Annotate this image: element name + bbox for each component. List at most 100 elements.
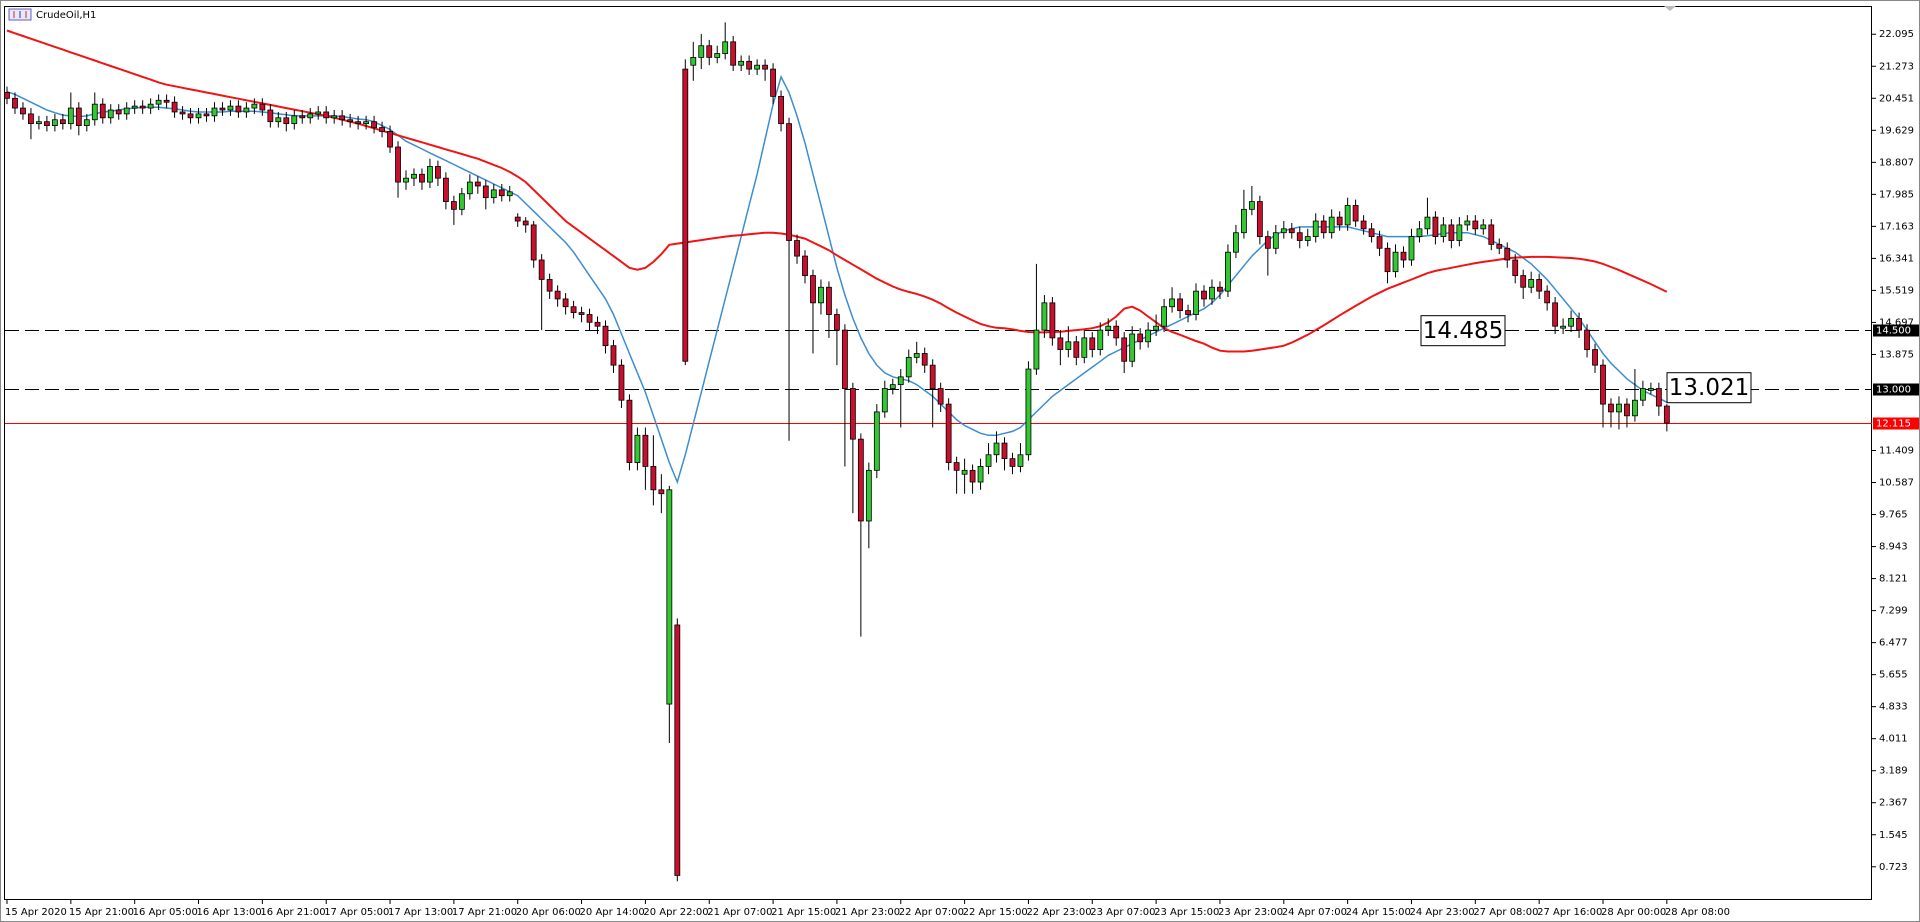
candle-body bbox=[738, 60, 745, 66]
candle-body bbox=[498, 189, 505, 197]
candle-body bbox=[458, 193, 465, 210]
candle-body bbox=[778, 95, 784, 125]
x-tick-label: 22 Apr 23:00 bbox=[1026, 907, 1091, 918]
candle-body bbox=[299, 115, 306, 119]
symbol-icon bbox=[8, 8, 32, 21]
candle-body bbox=[1448, 224, 1455, 241]
y-tick-label: 17.163 bbox=[1879, 221, 1914, 232]
candle-body bbox=[283, 117, 290, 125]
candle-body bbox=[235, 105, 242, 113]
candle-body bbox=[618, 364, 625, 401]
candle-body bbox=[762, 64, 768, 70]
x-tick-label: 23 Apr 15:00 bbox=[1154, 907, 1219, 918]
candle-body bbox=[1065, 341, 1072, 350]
candle-body bbox=[682, 68, 689, 362]
candle-body bbox=[363, 121, 370, 125]
candle-body bbox=[307, 113, 314, 119]
candle-body bbox=[1464, 220, 1471, 226]
candle-body bbox=[1536, 279, 1543, 292]
x-tick-label: 22 Apr 07:00 bbox=[899, 907, 964, 918]
y-tick-label: 1.545 bbox=[1879, 830, 1908, 841]
price-label: 12.115 bbox=[1876, 419, 1911, 430]
candle-body bbox=[969, 469, 976, 483]
candle-body bbox=[746, 60, 753, 70]
candle-body bbox=[1456, 224, 1463, 241]
candle-body bbox=[1129, 333, 1136, 362]
x-tick-label: 22 Apr 15:00 bbox=[963, 907, 1028, 918]
y-tick-label: 7.299 bbox=[1879, 606, 1908, 617]
candle-body bbox=[1504, 247, 1511, 261]
candle-body bbox=[546, 279, 553, 292]
candle-body bbox=[347, 119, 354, 123]
price-label-box bbox=[1873, 417, 1919, 430]
candle-body bbox=[1344, 205, 1351, 226]
x-tick-label: 24 Apr 15:00 bbox=[1346, 907, 1411, 918]
candle-body bbox=[139, 105, 146, 109]
candle-body bbox=[1161, 306, 1167, 327]
y-tick-label: 0.723 bbox=[1879, 862, 1908, 873]
candle-body bbox=[1352, 205, 1359, 222]
candle-body bbox=[818, 286, 824, 304]
annotation-box bbox=[1420, 315, 1506, 347]
candle-body bbox=[1416, 228, 1423, 238]
candle-body bbox=[1073, 341, 1080, 358]
candle-body bbox=[147, 103, 154, 109]
candle-body bbox=[1217, 286, 1223, 292]
candle-body bbox=[1592, 349, 1598, 366]
candle-body bbox=[1312, 220, 1319, 238]
candle-body bbox=[1272, 232, 1279, 249]
y-tick-label: 10.587 bbox=[1879, 478, 1914, 489]
candle-body bbox=[1089, 337, 1096, 350]
candle-body bbox=[1632, 399, 1638, 417]
candle-body bbox=[1304, 236, 1311, 241]
candle-body bbox=[28, 113, 34, 125]
x-tick-label: 27 Apr 08:00 bbox=[1473, 907, 1538, 918]
candle-body bbox=[1488, 224, 1495, 245]
candle-body bbox=[36, 121, 42, 125]
x-tick-label: 16 Apr 21:00 bbox=[260, 907, 325, 918]
x-tick-label: 16 Apr 13:00 bbox=[197, 907, 262, 918]
candle-body bbox=[1424, 216, 1431, 230]
candle-body bbox=[219, 107, 226, 111]
x-tick-label: 21 Apr 07:00 bbox=[707, 907, 772, 918]
candle-body bbox=[1169, 298, 1175, 308]
x-tick-label: 17 Apr 13:00 bbox=[388, 907, 453, 918]
candle-body bbox=[977, 466, 984, 483]
candle-body bbox=[578, 312, 585, 315]
candle-body bbox=[514, 216, 521, 222]
x-tick-label: 20 Apr 06:00 bbox=[516, 907, 581, 918]
candle-body bbox=[786, 123, 792, 241]
candle-body bbox=[1663, 405, 1670, 424]
candle-body bbox=[1105, 325, 1112, 331]
candle-body bbox=[171, 101, 178, 113]
x-tick-label: 20 Apr 22:00 bbox=[643, 907, 708, 918]
candles bbox=[4, 22, 1670, 882]
candle-body bbox=[435, 166, 441, 179]
candle-body bbox=[379, 127, 385, 132]
candle-body bbox=[251, 103, 258, 109]
candle-body bbox=[1624, 403, 1630, 417]
candle-body bbox=[1544, 290, 1551, 304]
level-label-box bbox=[1873, 383, 1919, 396]
candle-body bbox=[411, 173, 417, 179]
candle-body bbox=[1097, 329, 1104, 350]
candle-body bbox=[1608, 403, 1614, 413]
candle-body bbox=[1360, 220, 1367, 230]
candle-body bbox=[442, 177, 449, 202]
candle-body bbox=[754, 64, 761, 70]
candle-body bbox=[195, 113, 202, 119]
candle-body bbox=[1568, 318, 1574, 327]
candle-body bbox=[243, 107, 250, 113]
y-tick-label: 5.655 bbox=[1879, 670, 1908, 681]
candle-body bbox=[4, 92, 10, 99]
candle-body bbox=[1336, 216, 1343, 226]
candle-body bbox=[1288, 228, 1295, 234]
y-tick-label: 3.189 bbox=[1879, 766, 1908, 777]
candle-body bbox=[83, 119, 90, 126]
candle-body bbox=[857, 438, 864, 522]
level-label-box bbox=[1873, 324, 1919, 337]
candle-body bbox=[91, 103, 98, 121]
x-tick-label: 15 Apr 21:00 bbox=[69, 907, 134, 918]
candle-body bbox=[921, 353, 928, 366]
candle-body bbox=[1584, 329, 1590, 350]
